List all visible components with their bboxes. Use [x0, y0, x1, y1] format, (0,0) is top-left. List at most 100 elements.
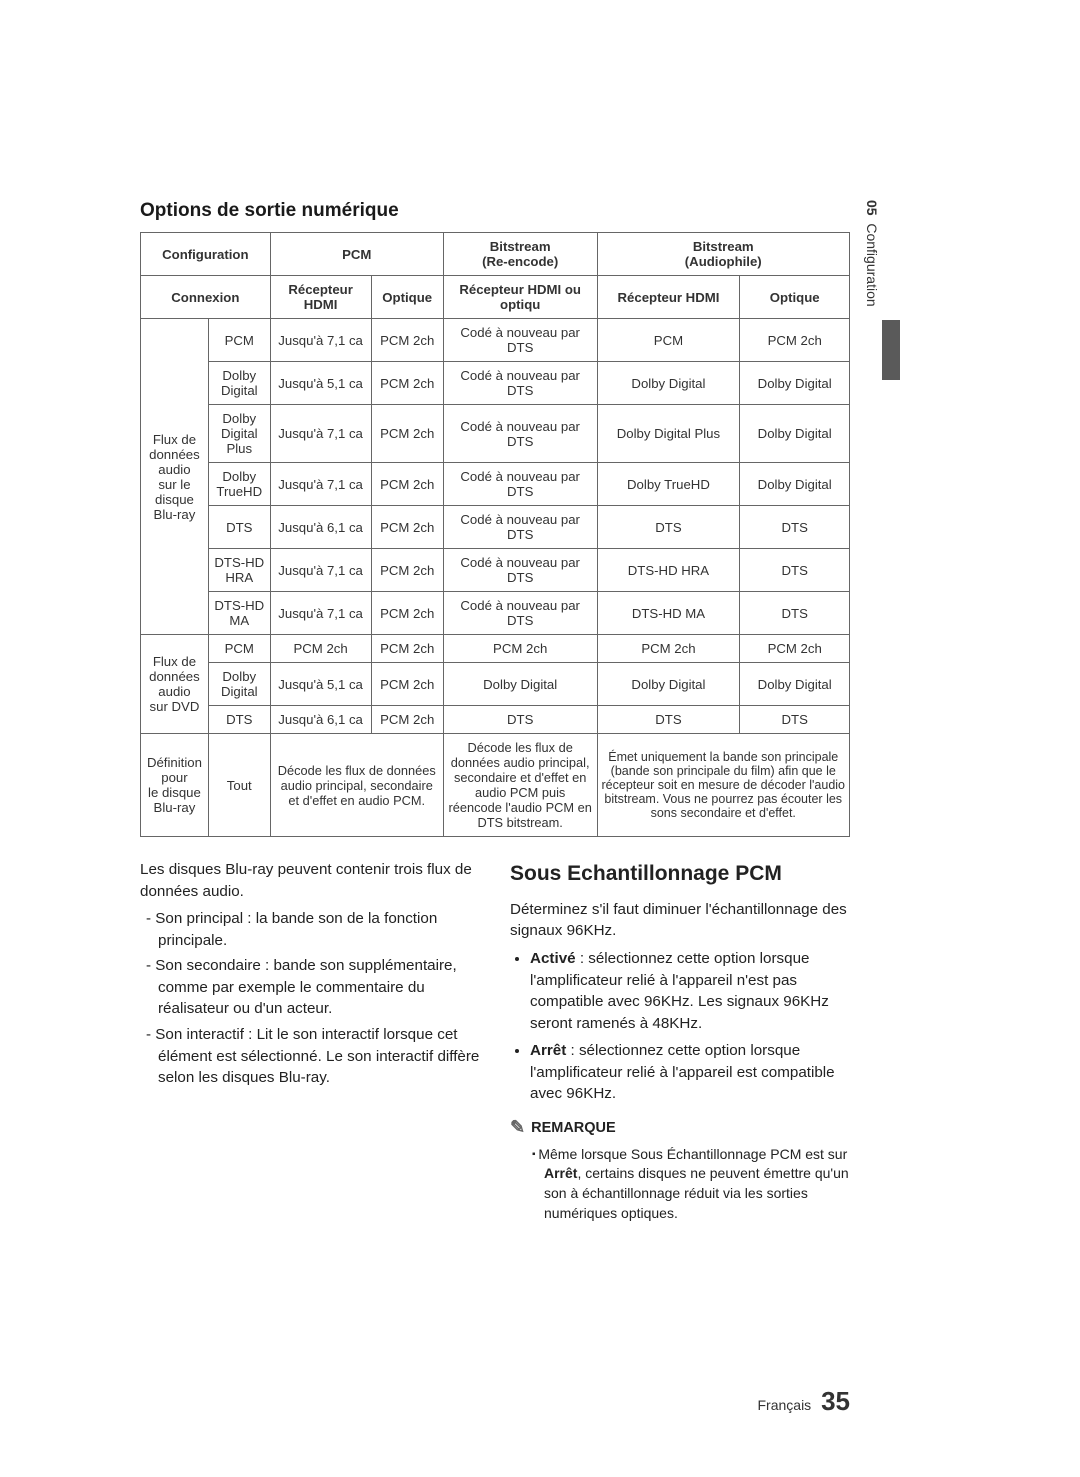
th-hdmi: Récepteur HDMI: [270, 276, 371, 319]
th-hdmi-or-opt: Récepteur HDMI ou optiqu: [443, 276, 597, 319]
list-item: Arrêt : sélectionnez cette option lorsqu…: [530, 1040, 850, 1105]
cell: Décode les flux de données audio princip…: [443, 734, 597, 837]
note-icon: ✎: [510, 1115, 525, 1141]
cell: PCM 2ch: [371, 319, 443, 362]
table-row: DTSJusqu'à 6,1 caPCM 2chDTSDTSDTS: [141, 706, 850, 734]
th-config: Configuration: [141, 233, 271, 276]
cell: Dolby Digital: [208, 362, 270, 405]
cell: DTS: [597, 506, 740, 549]
right-column: Sous Echantillonnage PCM Déterminez s'il…: [510, 859, 850, 1228]
cell: Dolby Digital: [208, 663, 270, 706]
cell: Dolby TrueHD: [597, 463, 740, 506]
cell: PCM 2ch: [740, 319, 850, 362]
note-item: Même lorsque Sous Échantillonnage PCM es…: [544, 1145, 850, 1225]
cell: Décode les flux de données audio princip…: [270, 734, 443, 837]
def-label: Définition pourle disqueBlu-ray: [141, 734, 209, 837]
table-row: DTSJusqu'à 6,1 caPCM 2chCodé à nouveau p…: [141, 506, 850, 549]
table-row: DTS-HD HRAJusqu'à 7,1 caPCM 2chCodé à no…: [141, 549, 850, 592]
cell: Jusqu'à 7,1 ca: [270, 405, 371, 463]
cell: PCM 2ch: [371, 706, 443, 734]
note-list: Même lorsque Sous Échantillonnage PCM es…: [510, 1145, 850, 1225]
th-optique: Optique: [371, 276, 443, 319]
cell: PCM 2ch: [740, 635, 850, 663]
cell: DTS-HD HRA: [597, 549, 740, 592]
cell: PCM 2ch: [371, 405, 443, 463]
side-chapter-label: 05 Configuration: [864, 200, 880, 307]
footer-page: 35: [821, 1386, 850, 1416]
th-bitstream-au: Bitstream(Audiophile): [597, 233, 850, 276]
cell: Jusqu'à 7,1 ca: [270, 549, 371, 592]
cell: Codé à nouveau par DTS: [443, 319, 597, 362]
th-connexion: Connexion: [141, 276, 271, 319]
cell: Tout: [208, 734, 270, 837]
th-optique2: Optique: [740, 276, 850, 319]
cell: Dolby Digital: [740, 405, 850, 463]
cell: Codé à nouveau par DTS: [443, 592, 597, 635]
cell: Jusqu'à 6,1 ca: [270, 706, 371, 734]
list-item: Son interactif : Lit le son interactif l…: [158, 1024, 480, 1089]
cell: Jusqu'à 6,1 ca: [270, 506, 371, 549]
right-list: Activé : sélectionnez cette option lorsq…: [510, 948, 850, 1105]
list-item: Activé : sélectionnez cette option lorsq…: [530, 948, 850, 1034]
table-row: Dolby DigitalJusqu'à 5,1 caPCM 2chCodé à…: [141, 362, 850, 405]
list-item: Son principal : la bande son de la fonct…: [158, 908, 480, 951]
cell: Jusqu'à 7,1 ca: [270, 463, 371, 506]
th-pcm: PCM: [270, 233, 443, 276]
th-bitstream-re: Bitstream(Re-encode): [443, 233, 597, 276]
cell: PCM 2ch: [371, 506, 443, 549]
cell: PCM 2ch: [371, 592, 443, 635]
cell: Dolby Digital: [740, 663, 850, 706]
remarque-heading: ✎ REMARQUE: [510, 1115, 850, 1141]
left-intro: Les disques Blu-ray peuvent contenir tro…: [140, 859, 480, 902]
footer-lang: Français: [758, 1397, 812, 1413]
table-row: Définition pourle disqueBlu-rayToutDécod…: [141, 734, 850, 837]
cell: PCM 2ch: [371, 549, 443, 592]
cell: PCM 2ch: [371, 362, 443, 405]
cell: PCM 2ch: [371, 635, 443, 663]
cell: Codé à nouveau par DTS: [443, 463, 597, 506]
cell: PCM 2ch: [371, 463, 443, 506]
cell: DTS: [740, 706, 850, 734]
page-footer: Français 35: [758, 1386, 851, 1417]
cell: Codé à nouveau par DTS: [443, 549, 597, 592]
group1-label: Flux dedonnées audiosur le disqueBlu-ray: [141, 319, 209, 635]
cell: Dolby Digital Plus: [597, 405, 740, 463]
cell: DTS: [208, 706, 270, 734]
table-row: Flux dedonnées audiosur DVDPCMPCM 2chPCM…: [141, 635, 850, 663]
cell: PCM: [208, 635, 270, 663]
cell: PCM: [597, 319, 740, 362]
cell: PCM 2ch: [597, 635, 740, 663]
cell: PCM: [208, 319, 270, 362]
cell: Dolby Digital: [597, 663, 740, 706]
cell: PCM 2ch: [371, 663, 443, 706]
remarque-label: REMARQUE: [531, 1118, 616, 1139]
chapter-name: Configuration: [864, 223, 880, 306]
list-item: Son secondaire : bande son supplémentair…: [158, 955, 480, 1020]
cell: Codé à nouveau par DTS: [443, 506, 597, 549]
table-row: Dolby DigitalJusqu'à 5,1 caPCM 2chDolby …: [141, 663, 850, 706]
cell: Dolby Digital: [597, 362, 740, 405]
side-tab-decoration: [882, 320, 900, 380]
cell: DTS: [208, 506, 270, 549]
cell: DTS-HD MA: [208, 592, 270, 635]
cell: DTS: [740, 506, 850, 549]
cell: DTS: [740, 549, 850, 592]
chapter-number: 05: [864, 200, 880, 216]
cell: PCM 2ch: [270, 635, 371, 663]
cell: Émet uniquement la bande son principale …: [597, 734, 850, 837]
table-row: DTS-HD MAJusqu'à 7,1 caPCM 2chCodé à nou…: [141, 592, 850, 635]
left-column: Les disques Blu-ray peuvent contenir tro…: [140, 859, 480, 1228]
cell: Jusqu'à 5,1 ca: [270, 663, 371, 706]
cell: Codé à nouveau par DTS: [443, 405, 597, 463]
cell: Jusqu'à 7,1 ca: [270, 319, 371, 362]
group2-label: Flux dedonnées audiosur DVD: [141, 635, 209, 734]
left-list: Son principal : la bande son de la fonct…: [140, 908, 480, 1089]
cell: DTS-HD HRA: [208, 549, 270, 592]
cell: Dolby Digital: [443, 663, 597, 706]
cell: Jusqu'à 7,1 ca: [270, 592, 371, 635]
cell: Codé à nouveau par DTS: [443, 362, 597, 405]
table-row: Dolby TrueHD Jusqu'à 7,1 caPCM 2chCodé à …: [141, 463, 850, 506]
cell: PCM 2ch: [443, 635, 597, 663]
cell: Dolby Digital: [740, 362, 850, 405]
th-hdmi2: Récepteur HDMI: [597, 276, 740, 319]
